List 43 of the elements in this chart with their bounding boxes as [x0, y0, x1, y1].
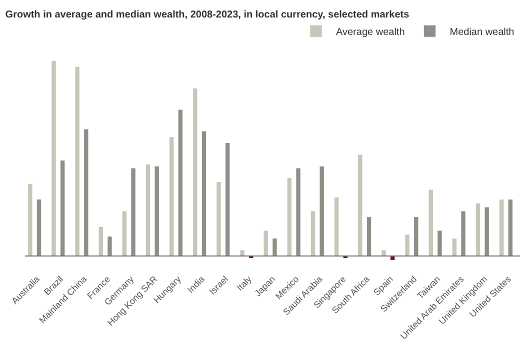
bar: [28, 184, 32, 256]
bar: [428, 190, 433, 256]
bar: [366, 217, 372, 256]
bar: [154, 166, 159, 256]
bar: [131, 168, 136, 256]
bar: [225, 142, 230, 256]
legend-label: Median wealth: [450, 26, 514, 38]
bar: [272, 238, 277, 256]
x-tick-label: Italy: [234, 274, 254, 293]
bar: [334, 198, 339, 256]
bar: [169, 137, 174, 256]
bar: [438, 230, 442, 256]
bar: [296, 168, 300, 256]
bar: [287, 178, 292, 256]
bar: [264, 230, 268, 256]
chart-title: Growth in average and median wealth, 2008-2023, in local currency, selected markets: [5, 10, 410, 21]
bar: [414, 217, 418, 256]
bar: [146, 164, 150, 256]
bar: [193, 88, 198, 256]
bar: [240, 250, 244, 256]
bar: [461, 211, 466, 256]
bar: [60, 160, 65, 256]
bar: [484, 207, 489, 256]
bar: [178, 110, 183, 256]
bar: [382, 250, 386, 256]
bar: [216, 182, 221, 256]
bar: [405, 234, 410, 256]
bar: [310, 211, 316, 256]
bar: [108, 236, 112, 256]
bar: [75, 66, 80, 256]
bar: [358, 154, 362, 256]
legend-label: Average wealth: [336, 26, 405, 38]
bar: [202, 131, 206, 256]
bar: [452, 238, 457, 256]
bar: [476, 203, 480, 256]
bar: [36, 200, 42, 256]
bar: [320, 166, 324, 256]
bar: [84, 129, 88, 256]
bar: [508, 200, 513, 256]
bar: [122, 211, 127, 256]
bar: [499, 200, 504, 256]
bar: [98, 226, 103, 256]
bar: [52, 61, 56, 256]
